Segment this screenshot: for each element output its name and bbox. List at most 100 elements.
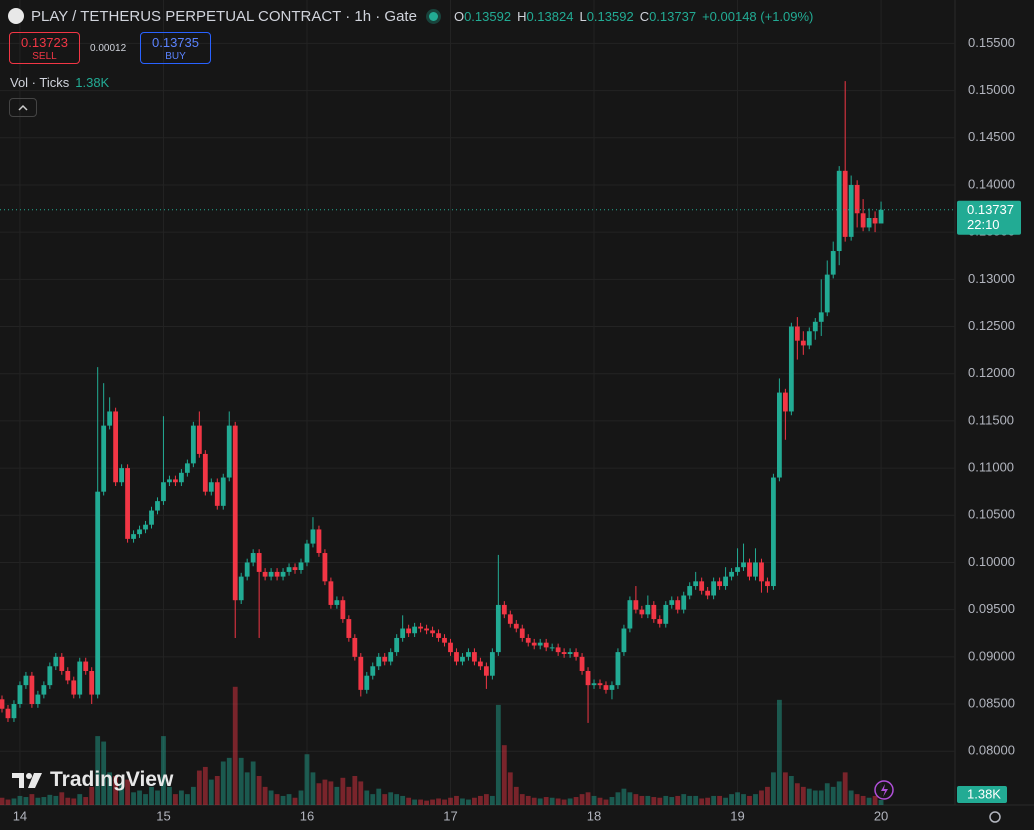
volume-bar — [483, 794, 489, 805]
volume-bar — [107, 772, 113, 805]
candle-body — [226, 425, 232, 478]
volume-bar — [47, 794, 53, 805]
sell-button[interactable]: 0.13723 SELL — [9, 32, 80, 64]
buy-label: BUY — [165, 51, 186, 62]
candle-body — [364, 675, 370, 690]
volume-bar — [747, 795, 752, 805]
candle-body — [89, 670, 95, 695]
watermark: TradingView — [12, 768, 173, 792]
ohlc-key: L — [579, 8, 587, 24]
volume-bar — [316, 783, 322, 805]
buy-button[interactable]: 0.13735 BUY — [140, 32, 211, 64]
volume-bar — [340, 777, 346, 805]
volume-bar — [651, 797, 657, 805]
x-tick-label: 18 — [587, 808, 601, 823]
volume-bar — [800, 786, 806, 805]
candle-body — [400, 628, 406, 638]
y-tick-label: 0.13000 — [968, 271, 1015, 286]
volume-bar — [400, 795, 406, 805]
sell-label: SELL — [32, 51, 57, 62]
volume-bar — [418, 799, 423, 805]
volume-bar — [645, 795, 651, 805]
candle-body — [149, 510, 154, 525]
volume-bar — [663, 795, 669, 805]
candle-body — [370, 666, 376, 676]
volume-bar — [41, 797, 47, 805]
volume-bar — [711, 795, 717, 805]
volume-bar — [17, 795, 23, 805]
candle-body — [388, 652, 394, 662]
candle-body — [735, 567, 740, 572]
y-tick-label: 0.15000 — [968, 82, 1015, 97]
candle-body — [125, 468, 130, 539]
volume-title: Vol · Ticks — [10, 75, 70, 90]
candle-body — [806, 331, 812, 346]
candle-body — [705, 590, 711, 596]
candle-body — [669, 600, 675, 605]
volume-bar — [597, 797, 603, 805]
ohlc-value: 0.13592 — [586, 8, 634, 24]
y-tick-label: 0.12500 — [968, 318, 1015, 333]
volume-bar — [543, 797, 549, 805]
volume-bar — [771, 772, 776, 805]
spread: 0.00012 — [90, 43, 127, 54]
volume-bar — [53, 795, 59, 805]
candle-body — [155, 501, 160, 511]
candle-body — [430, 630, 435, 634]
candle-body — [842, 170, 848, 237]
volume-bar — [376, 788, 382, 805]
volume-bar — [202, 766, 208, 805]
candle-body — [352, 637, 358, 657]
volume-bar — [759, 790, 764, 805]
volume-bar — [495, 704, 501, 805]
volume-bar — [5, 799, 11, 805]
y-tick-label: 0.14500 — [968, 129, 1015, 144]
candle-body — [328, 581, 334, 605]
volume-bar — [872, 795, 878, 805]
candle-body — [460, 656, 465, 662]
x-tick-label: 15 — [156, 808, 170, 823]
volume-bar — [657, 797, 663, 805]
volume-bar — [77, 794, 83, 805]
candle-series — [0, 81, 884, 723]
volume-bar — [693, 795, 699, 805]
candle-body — [35, 694, 41, 705]
volume-bar — [370, 794, 376, 805]
countdown-label: 22:10 — [967, 217, 1000, 232]
volume-bar — [537, 798, 543, 805]
candle-body — [561, 652, 567, 655]
candle-body — [448, 642, 453, 653]
volume-bar — [675, 795, 681, 805]
volume-bar — [89, 786, 95, 805]
candle-body — [346, 619, 352, 638]
y-tick-label: 0.10500 — [968, 507, 1015, 522]
candle-body — [777, 392, 782, 478]
candle-body — [765, 581, 770, 587]
candle-body — [687, 586, 693, 596]
candle-body — [167, 479, 172, 483]
candle-body — [639, 609, 645, 615]
chart-title[interactable]: PLAY / TETHERUS PERPETUAL CONTRACT · 1h … — [31, 7, 417, 25]
volume-bar — [765, 786, 770, 805]
volume-series — [0, 686, 884, 805]
candle-body — [543, 642, 549, 648]
ohlc-value: 0.13592 — [464, 8, 512, 24]
candle-body — [812, 321, 818, 332]
candle-body — [753, 562, 758, 577]
x-tick-label: 20 — [874, 808, 888, 823]
volume-bar — [196, 770, 202, 805]
last-price-label: 0.13737 — [967, 202, 1014, 217]
collapse-button[interactable] — [9, 98, 37, 117]
volume-bar — [250, 761, 256, 805]
volume-bar — [448, 797, 453, 805]
candle-body — [101, 425, 107, 492]
candle-body — [358, 656, 364, 690]
volume-bar — [824, 783, 830, 805]
volume-bar — [741, 794, 746, 805]
volume-bar — [436, 798, 441, 805]
volume-bar — [466, 799, 471, 805]
x-tick-label: 19 — [730, 808, 744, 823]
candle-body — [161, 482, 166, 502]
volume-bar — [460, 798, 465, 805]
